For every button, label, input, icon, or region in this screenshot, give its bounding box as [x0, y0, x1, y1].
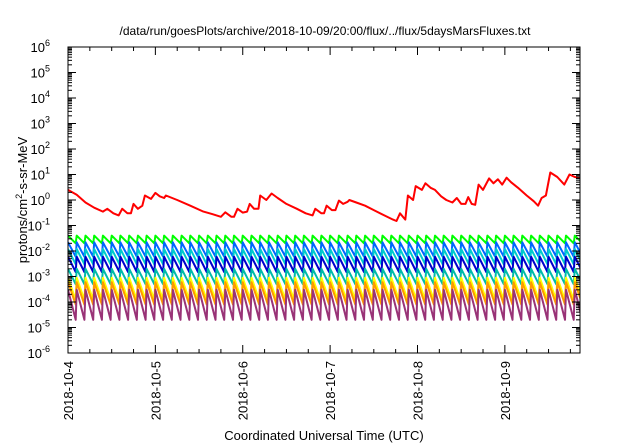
- y-axis-label: protons/cm2-s-sr-MeV: [14, 136, 30, 263]
- y-axis-label-suffix: -s-sr-MeV: [15, 136, 30, 193]
- y-tick-label-exponent: 5: [45, 64, 50, 74]
- y-tick-label-base: 10: [28, 295, 42, 310]
- y-tick-label: 103: [31, 115, 50, 132]
- series-line: [68, 288, 580, 321]
- y-tick-label-base: 10: [31, 142, 45, 157]
- y-tick-label: 10-3: [28, 268, 50, 285]
- y-tick-label-exponent: -2: [42, 242, 50, 252]
- y-tick-label-base: 10: [31, 193, 45, 208]
- y-tick-label-base: 10: [31, 66, 45, 81]
- y-tick-label: 100: [31, 191, 50, 208]
- x-axis: 2018-10-4 2018-10-5 2018-10-6 2018-10-7 2018…: [61, 47, 571, 420]
- y-axis: 10-610-510-410-310-210-11001011021031041…: [28, 38, 580, 361]
- x-tick-label: 2018-10-6: [236, 361, 251, 420]
- y-tick-label-base: 10: [28, 346, 42, 361]
- y-tick-label-exponent: 4: [45, 89, 50, 99]
- y-tick-label-base: 10: [31, 91, 45, 106]
- y-tick-label: 10-2: [28, 242, 50, 259]
- y-tick-label-exponent: 2: [45, 140, 50, 150]
- y-tick-label-exponent: -4: [42, 293, 50, 303]
- plot-frame: [67, 46, 581, 354]
- y-tick-label: 104: [31, 89, 50, 106]
- y-tick-label-base: 10: [28, 219, 42, 234]
- y-tick-label: 101: [31, 166, 50, 183]
- series-line: [68, 171, 580, 222]
- y-tick-label-base: 10: [28, 244, 42, 259]
- chart-title: /data/run/goesPlots/archive/2018-10-09/2…: [120, 24, 532, 38]
- x-tick-label: 2018-10-7: [323, 361, 338, 420]
- y-tick-label-exponent: 6: [45, 38, 50, 48]
- y-tick-label-base: 10: [31, 117, 45, 132]
- y-tick-label: 10-4: [28, 293, 50, 310]
- y-tick-label-exponent: -1: [42, 217, 50, 227]
- y-tick-label: 102: [31, 140, 50, 157]
- y-tick-label: 106: [31, 38, 50, 55]
- y-axis-label-superscript: 2: [14, 194, 24, 199]
- y-tick-label-base: 10: [28, 270, 42, 285]
- x-tick-label: 2018-10-9: [498, 361, 513, 420]
- y-tick-label-base: 10: [31, 40, 45, 55]
- y-tick-label: 10-5: [28, 319, 50, 336]
- data-series-group: [68, 171, 580, 321]
- y-tick-label-exponent: -6: [42, 344, 50, 354]
- x-tick-label: 2018-10-4: [61, 361, 76, 420]
- y-tick-label: 10-1: [28, 217, 50, 234]
- y-tick-label: 105: [31, 64, 50, 81]
- x-tick-label: 2018-10-5: [148, 361, 163, 420]
- y-axis-label-main: protons/cm: [15, 199, 30, 263]
- y-tick-label-exponent: -3: [42, 268, 50, 278]
- x-tick-label: 2018-10-8: [410, 361, 425, 420]
- y-tick-label-exponent: 3: [45, 115, 50, 125]
- y-tick-label-exponent: -5: [42, 319, 50, 329]
- y-tick-label-exponent: 1: [45, 166, 50, 176]
- y-tick-label: 10-6: [28, 344, 50, 361]
- y-tick-label-exponent: 0: [45, 191, 50, 201]
- y-tick-label-base: 10: [31, 168, 45, 183]
- y-tick-label-base: 10: [28, 321, 42, 336]
- x-axis-label: Coordinated Universal Time (UTC): [224, 428, 423, 443]
